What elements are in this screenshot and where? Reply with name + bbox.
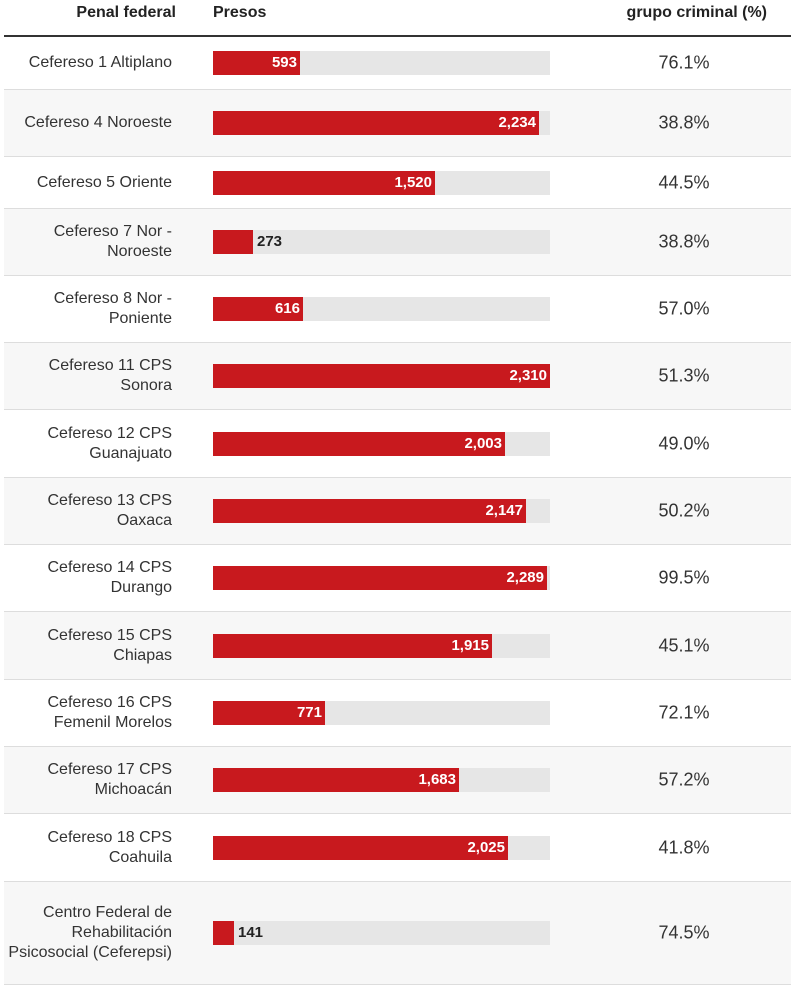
table-row: Cefereso 4 Noroeste 2,234 38.8% xyxy=(4,90,791,157)
presos-value-label: 273 xyxy=(257,233,283,250)
table-row: Centro Federal de Rehabilitación Psicoso… xyxy=(4,882,791,985)
table-row: Cefereso 18 CPS Coahuila 2,025 41.8% xyxy=(4,814,791,882)
presos-bar xyxy=(213,111,539,135)
row-penal-name: Cefereso 14 CPS Durango xyxy=(47,559,172,596)
presos-value-label: 1,683 xyxy=(418,771,456,788)
presos-value-label: 2,289 xyxy=(506,569,544,586)
presos-bar xyxy=(213,566,547,590)
table-row: Cefereso 12 CPS Guanajuato 2,003 49.0% xyxy=(4,410,791,478)
bar-track: 273 xyxy=(213,230,550,254)
grupo-criminal-pct: 38.8% xyxy=(658,112,710,133)
bar-track: 2,289 xyxy=(213,566,550,590)
grupo-criminal-pct: 57.0% xyxy=(658,298,710,319)
row-penal-name: Cefereso 7 Nor - Noroeste xyxy=(53,223,172,260)
presos-value-label: 1,520 xyxy=(394,173,432,191)
bar-track: 2,025 xyxy=(213,835,550,860)
presos-bar xyxy=(213,431,505,456)
grupo-criminal-pct: 74.5% xyxy=(658,922,710,943)
table-row: Cefereso 15 CPS Chiapas 1,915 45.1% xyxy=(4,612,791,680)
row-penal-name: Cefereso 13 CPS Oaxaca xyxy=(47,492,172,529)
presos-value-label: 2,310 xyxy=(509,367,547,384)
table-row: Cefereso 13 CPS Oaxaca 2,147 50.2% xyxy=(4,478,791,545)
bar-track: 616 xyxy=(213,297,550,321)
row-penal-name: Cefereso 17 CPS Michoacán xyxy=(47,761,172,798)
bar-track: 2,310 xyxy=(213,364,550,388)
row-penal-name: Cefereso 1 Altiplano xyxy=(28,54,172,71)
presos-bar xyxy=(213,921,234,945)
header-presos: Presos xyxy=(213,4,267,21)
grupo-criminal-pct: 49.0% xyxy=(658,433,710,453)
presos-value-label: 2,025 xyxy=(467,838,505,856)
row-penal-name: Centro Federal de Rehabilitación Psicoso… xyxy=(8,904,172,961)
presos-value-label: 2,234 xyxy=(498,114,536,131)
table-body: Cefereso 1 Altiplano 593 76.1% Cefereso 4 N… xyxy=(4,37,791,985)
presos-value-label: 593 xyxy=(271,54,297,71)
presos-bar xyxy=(213,297,303,321)
grupo-criminal-pct: 57.2% xyxy=(658,769,710,790)
grupo-criminal-pct: 44.5% xyxy=(658,172,710,192)
grupo-criminal-pct: 99.5% xyxy=(658,567,710,588)
bar-track: 2,234 xyxy=(213,111,550,135)
row-penal-name: Cefereso 5 Oriente xyxy=(36,173,172,191)
presos-value-label: 1,915 xyxy=(451,636,489,654)
row-penal-name: Cefereso 16 CPS Femenil Morelos xyxy=(47,694,172,731)
table-row: Cefereso 7 Nor - Noroeste 273 38.8% xyxy=(4,209,791,276)
bar-track: 1,915 xyxy=(213,633,550,658)
presos-value-label: 2,147 xyxy=(485,502,523,519)
header-penal-federal: Penal federal xyxy=(76,4,176,21)
presos-value-label: 616 xyxy=(274,300,300,317)
bar-track: 593 xyxy=(213,51,550,75)
presos-value-label: 2,003 xyxy=(464,434,502,452)
presos-bar xyxy=(213,364,550,388)
header-grupo-criminal: grupo criminal (%) xyxy=(626,4,767,21)
presos-bar xyxy=(213,230,253,254)
grupo-criminal-pct: 45.1% xyxy=(658,635,710,655)
row-penal-name: Cefereso 18 CPS Coahuila xyxy=(47,828,172,866)
grupo-criminal-pct: 38.8% xyxy=(658,231,710,252)
prison-table: Penal federal Presos grupo criminal (%) … xyxy=(4,0,791,985)
bar-track: 1,683 xyxy=(213,768,550,792)
row-penal-name: Cefereso 11 CPS Sonora xyxy=(48,357,172,394)
table-row: Cefereso 16 CPS Femenil Morelos 771 72.1% xyxy=(4,680,791,747)
presos-bar xyxy=(213,835,508,860)
row-penal-name: Cefereso 8 Nor - Poniente xyxy=(53,290,172,327)
presos-bar xyxy=(213,51,300,75)
bar-track: 1,520 xyxy=(213,170,550,195)
table-row: Cefereso 11 CPS Sonora 2,310 51.3% xyxy=(4,343,791,410)
grupo-criminal-pct: 51.3% xyxy=(658,365,710,386)
presos-bar xyxy=(213,499,526,523)
table-row: Cefereso 14 CPS Durango 2,289 99.5% xyxy=(4,545,791,612)
bar-track: 141 xyxy=(213,921,550,945)
table-row: Cefereso 1 Altiplano 593 76.1% xyxy=(4,37,791,90)
row-penal-name: Cefereso 4 Noroeste xyxy=(24,114,172,131)
row-penal-name: Cefereso 12 CPS Guanajuato xyxy=(47,424,172,462)
grupo-criminal-pct: 41.8% xyxy=(658,837,710,857)
presos-bar xyxy=(213,701,325,725)
presos-value-label: 141 xyxy=(238,924,264,941)
table-header: Penal federal Presos grupo criminal (%) xyxy=(4,0,791,37)
presos-bar xyxy=(213,170,435,195)
presos-bar xyxy=(213,633,492,658)
table-row: Cefereso 5 Oriente 1,520 44.5% xyxy=(4,157,791,209)
table-row: Cefereso 17 CPS Michoacán 1,683 57.2% xyxy=(4,747,791,814)
grupo-criminal-pct: 76.1% xyxy=(658,52,710,73)
bar-track: 771 xyxy=(213,701,550,725)
bar-track: 2,147 xyxy=(213,499,550,523)
grupo-criminal-pct: 72.1% xyxy=(658,702,710,723)
grupo-criminal-pct: 50.2% xyxy=(658,500,710,521)
bar-track: 2,003 xyxy=(213,431,550,456)
table-row: Cefereso 8 Nor - Poniente 616 57.0% xyxy=(4,276,791,343)
presos-bar xyxy=(213,768,459,792)
row-penal-name: Cefereso 15 CPS Chiapas xyxy=(47,626,172,664)
presos-value-label: 771 xyxy=(296,704,322,721)
